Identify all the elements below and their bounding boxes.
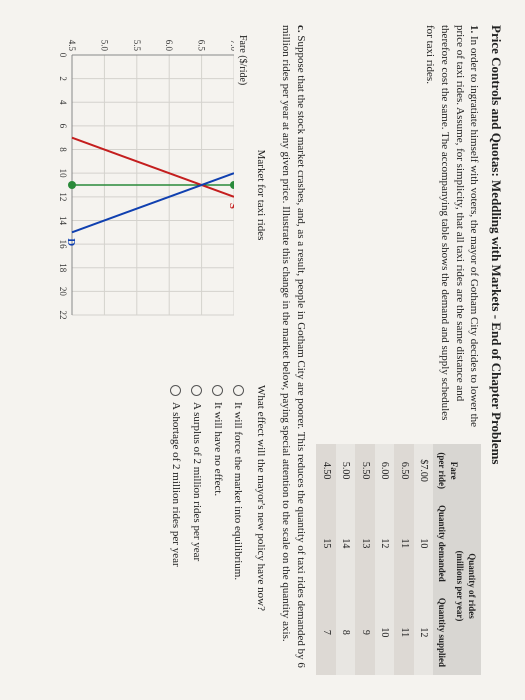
mc-option[interactable]: A shortage of 2 million rides per year <box>168 385 183 675</box>
svg-text:10: 10 <box>58 169 68 179</box>
table-cell: 12 <box>414 590 434 675</box>
mc-option-label: A shortage of 2 million rides per year <box>168 402 183 567</box>
y-axis-label: Fare ($/ride) <box>236 35 250 365</box>
svg-text:5.0: 5.0 <box>99 40 109 52</box>
table-cell: 8 <box>336 590 356 675</box>
radio-icon[interactable] <box>170 385 181 396</box>
table-row: $7.001012 <box>414 444 434 675</box>
svg-text:0: 0 <box>58 53 68 58</box>
svg-text:7.0: 7.0 <box>229 40 234 52</box>
th-qty-sub: (millions per year) <box>454 505 466 667</box>
table-row: 6.001210 <box>375 444 395 675</box>
table-cell: 13 <box>355 497 375 590</box>
svg-text:S: S <box>227 203 234 209</box>
page-title: Price Controls and Quotas: Meddling with… <box>487 25 505 675</box>
svg-text:6: 6 <box>58 124 68 129</box>
table-cell: 6.50 <box>394 444 414 497</box>
question-1-text: 1. In order to ingratiate himself with v… <box>316 25 481 429</box>
table-cell: 5.50 <box>355 444 375 497</box>
th-qd: Quantity demanded <box>433 497 451 590</box>
mc-option-label: It will force the market into equilibriu… <box>231 402 246 580</box>
svg-text:18: 18 <box>58 263 68 273</box>
chart[interactable]: 4.55.05.56.06.57.00246810121416182022SD <box>24 25 234 345</box>
table-row: 5.00148 <box>336 444 356 675</box>
svg-text:8: 8 <box>58 147 68 152</box>
svg-text:14: 14 <box>58 216 68 226</box>
part-c: c. Suppose that the stock market crashes… <box>278 25 308 675</box>
svg-text:4.5: 4.5 <box>67 40 77 52</box>
mc-option-label: A surplus of 2 million rides per year <box>189 402 204 561</box>
th-fare-sub: (per ride) <box>436 452 448 489</box>
table-row: 4.50157 <box>316 444 336 675</box>
svg-text:D: D <box>65 238 77 246</box>
mc-option[interactable]: A surplus of 2 million rides per year <box>189 385 204 675</box>
table-cell: 10 <box>375 590 395 675</box>
table-cell: 15 <box>316 497 336 590</box>
svg-text:12: 12 <box>58 192 68 201</box>
svg-text:4: 4 <box>58 100 68 105</box>
mc-option[interactable]: It will have no effect. <box>210 385 225 675</box>
svg-text:6.0: 6.0 <box>164 40 174 52</box>
radio-icon[interactable] <box>191 385 202 396</box>
svg-text:6.5: 6.5 <box>197 40 207 52</box>
multiple-choice: What effect will the mayor's new policy … <box>24 385 268 675</box>
table-cell: 9 <box>355 590 375 675</box>
table-cell: 14 <box>336 497 356 590</box>
q1-number: 1. <box>468 25 480 33</box>
fare-table: Fare (per ride) Quantity of rides (milli… <box>316 444 481 675</box>
th-qs: Quantity supplied <box>433 590 451 675</box>
radio-icon[interactable] <box>233 385 244 396</box>
th-fare: Fare <box>448 452 460 489</box>
svg-text:20: 20 <box>58 287 68 297</box>
table-row: 5.50139 <box>355 444 375 675</box>
mc-option-label: It will have no effect. <box>210 402 225 496</box>
radio-icon[interactable] <box>212 385 223 396</box>
chart-title: Market for taxi rides <box>254 25 269 365</box>
mc-option[interactable]: It will force the market into equilibriu… <box>231 385 246 675</box>
table-cell: 10 <box>414 497 434 590</box>
svg-text:5.5: 5.5 <box>132 40 142 52</box>
q1-body: In order to ingratiate himself with vote… <box>424 25 481 427</box>
table-cell: 7 <box>316 590 336 675</box>
table-cell: 11 <box>394 590 414 675</box>
part-c-text: Suppose that the stock market crashes, a… <box>280 25 307 668</box>
table-row: 6.501111 <box>394 444 414 675</box>
table-cell: $7.00 <box>414 444 434 497</box>
th-qty-top: Quantity of rides <box>466 505 478 667</box>
table-cell: 12 <box>375 497 395 590</box>
part-c-letter: c. <box>295 25 307 33</box>
mc-prompt: What effect will the mayor's new policy … <box>254 385 269 675</box>
table-cell: 6.00 <box>375 444 395 497</box>
table-cell: 4.50 <box>316 444 336 497</box>
svg-text:2: 2 <box>58 76 68 81</box>
svg-text:22: 22 <box>58 311 68 320</box>
table-cell: 11 <box>394 497 414 590</box>
table-cell: 5.00 <box>336 444 356 497</box>
